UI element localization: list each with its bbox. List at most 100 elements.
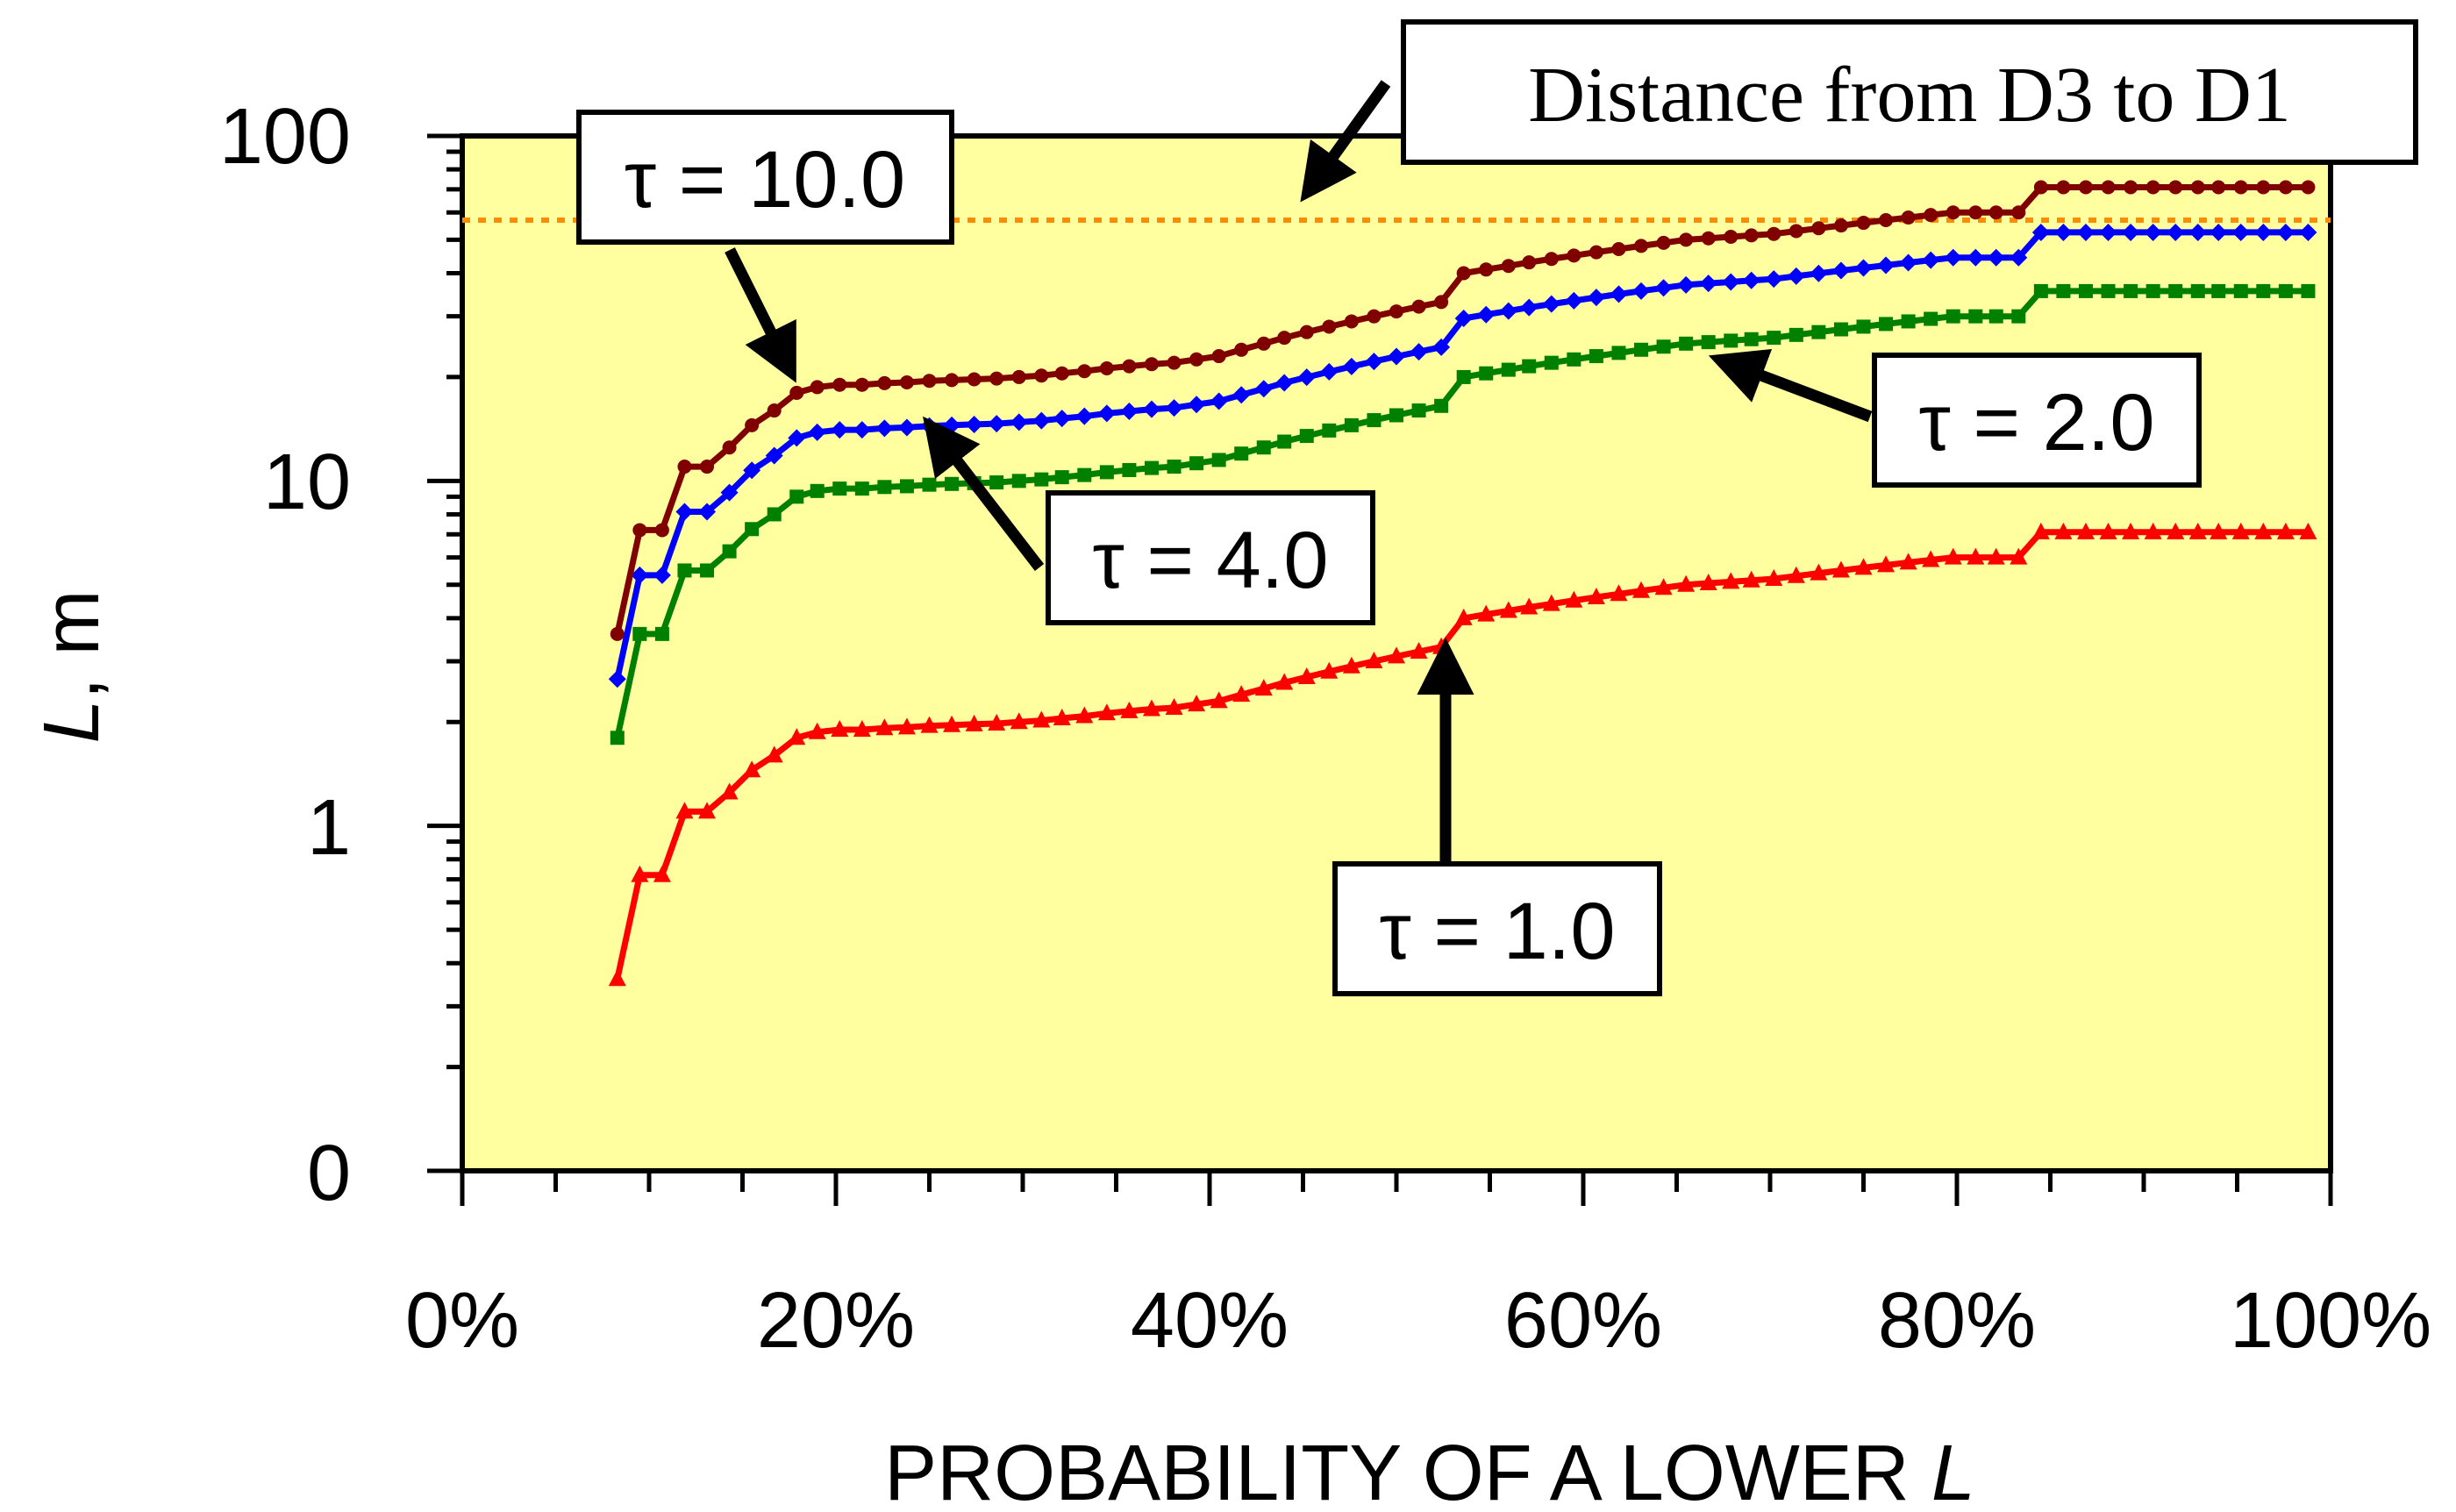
data-point: [1901, 314, 1916, 329]
data-point: [1924, 208, 1938, 223]
x-axis-title-main: PROBABILITY OF A LOWER: [884, 1430, 1931, 1512]
data-point: [2167, 522, 2185, 539]
data-point: [1075, 706, 1094, 724]
x-tick-label: 40%: [1131, 1277, 1289, 1365]
data-point: [1188, 695, 1206, 712]
data-point: [677, 460, 692, 474]
data-point: [1189, 352, 1204, 367]
data-point: [1522, 359, 1537, 374]
data-point: [1256, 440, 1271, 455]
data-point: [1477, 604, 1496, 622]
data-point: [1454, 608, 1473, 625]
data-point: [2301, 283, 2316, 298]
data-point: [1297, 667, 1316, 684]
data-point: [2122, 223, 2140, 241]
data-point: [1767, 331, 1781, 346]
y-tick-label: 1: [307, 784, 351, 872]
data-point: [608, 969, 626, 987]
series-group: [608, 180, 2317, 987]
data-point: [1699, 574, 1717, 591]
data-point: [1479, 366, 1494, 381]
reference-callout: Distance from D3 to D1: [1401, 19, 2418, 165]
data-point: [965, 714, 983, 731]
data-point: [1701, 335, 1716, 350]
data-point: [1544, 252, 1559, 267]
data-point: [1968, 309, 1983, 324]
data-point: [700, 460, 715, 474]
data-point: [743, 461, 761, 480]
data-point: [1275, 374, 1294, 392]
data-point: [2101, 180, 2116, 195]
data-point: [1901, 210, 1916, 225]
data-point: [2167, 223, 2185, 241]
data-point: [1856, 216, 1871, 231]
data-point: [1722, 572, 1740, 589]
data-point: [2144, 223, 2162, 241]
data-point: [1077, 364, 1092, 379]
data-point: [743, 760, 761, 778]
data-point: [1075, 407, 1094, 425]
data-point: [854, 481, 869, 496]
tau-1-callout-box: [1332, 861, 1662, 996]
data-point: [1456, 369, 1471, 384]
data-point: [1589, 349, 1603, 364]
y-axis-title-unit: , m: [28, 589, 116, 699]
data-point: [1365, 353, 1383, 371]
data-point: [1701, 231, 1716, 246]
data-point: [1946, 309, 1960, 324]
data-point: [653, 865, 671, 882]
data-point: [1856, 319, 1871, 334]
data-point: [1656, 339, 1671, 354]
data-point: [1144, 357, 1159, 372]
data-point: [2254, 223, 2273, 241]
x-tick-label: 100%: [2230, 1277, 2431, 1365]
tau-1-callout-label: τ = 1.0: [1379, 887, 1615, 976]
data-point: [1924, 311, 1938, 326]
data-point: [2276, 522, 2295, 539]
data-point: [808, 423, 826, 441]
data-point: [831, 421, 849, 439]
reference-callout-label: Distance from D3 to D1: [1528, 52, 2291, 139]
data-point: [1877, 256, 1896, 275]
data-point: [2188, 223, 2207, 241]
data-point: [2124, 180, 2138, 195]
data-point: [1787, 566, 1805, 583]
data-point: [789, 489, 804, 504]
data-point: [745, 417, 760, 432]
tau-4-arrow: [923, 416, 1045, 571]
data-point: [1654, 279, 1673, 297]
data-point: [1389, 304, 1403, 319]
tau-4-callout: τ = 4.0: [1046, 490, 1375, 625]
data-point: [1165, 399, 1183, 417]
data-point: [765, 446, 783, 465]
data-point: [1831, 560, 1850, 578]
data-point: [1232, 685, 1251, 703]
data-point: [1232, 386, 1251, 404]
data-point: [1677, 275, 1696, 294]
data-point: [2301, 180, 2316, 195]
y-axis-title: L, m: [28, 589, 116, 743]
data-point: [1299, 325, 1314, 339]
data-point: [1501, 362, 1516, 377]
data-point: [1142, 400, 1160, 418]
data-point: [1299, 429, 1314, 444]
data-point: [2031, 522, 2050, 539]
tau-10-callout-label: τ = 10.0: [625, 135, 905, 225]
data-point: [1944, 547, 1962, 565]
data-point: [897, 717, 916, 735]
data-point: [2278, 180, 2293, 195]
data-point: [1411, 403, 1426, 418]
reference-callout-box: [1401, 19, 2418, 165]
data-point: [1634, 342, 1649, 357]
data-point: [1099, 360, 1114, 375]
data-point: [2233, 180, 2248, 195]
data-point: [1610, 285, 1628, 303]
data-point: [2276, 223, 2295, 241]
tau-10-arrow: [725, 247, 796, 383]
data-point: [788, 728, 806, 745]
data-point: [1211, 349, 1226, 364]
tau-2-callout-label: τ = 2.0: [1918, 378, 2154, 467]
data-point: [2231, 223, 2250, 241]
data-point: [1456, 266, 1471, 281]
data-point: [654, 626, 669, 641]
